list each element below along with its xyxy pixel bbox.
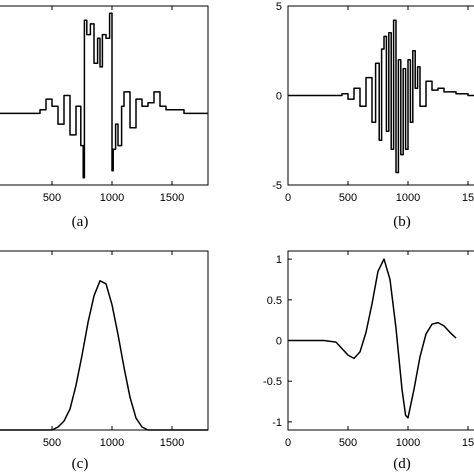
y-tick-label: -0.5 [263,376,282,388]
series-line-1 [288,19,474,174]
chart-panel-2: 0 500 1000 15-505(b) [272,1,474,230]
x-tick-label: 500 [339,192,357,204]
x-tick-label: 1000 [100,192,124,204]
y-tick-label: 0.5 [267,295,282,307]
x-tick-label: 0 [285,437,291,449]
y-tick-label: -1 [272,417,282,429]
chart-panel-1: 500 1000 1500 (a) [0,5,209,230]
y-tick-label: -5 [272,180,282,192]
x-tick-label: 500 [43,437,61,449]
x-tick-label: 1000 [100,437,124,449]
chart-panel-3: 500 1000 1500 (c) [0,250,209,472]
x-tick-label: 1000 [396,192,420,204]
panel-caption: (b) [393,214,411,230]
series-line-1 [288,258,457,419]
chart-panel-4: 0 500 1000 15 -1 -0.5 0 0.5 1 (d) [263,250,474,472]
y-tick-label: 0 [276,336,282,348]
y-tick-label: 0 [276,91,282,103]
x-tick-label: 500 [339,437,357,449]
series-line-1 [0,12,208,179]
panel-caption: (c) [72,456,89,472]
x-tick-label: 0 [285,192,291,204]
x-tick-label: 1500 [160,192,184,204]
x-tick-label: 500 [43,192,61,204]
x-tick-label: 15 [462,437,474,449]
series-line-1 [0,280,208,431]
panel-caption: (d) [393,456,411,472]
y-tick-label: 5 [276,1,282,13]
x-tick-label: 15 [462,192,474,204]
x-tick-label: 1500 [160,437,184,449]
y-tick-label: 1 [276,254,282,266]
panel-caption: (a) [72,214,89,230]
x-tick-label: 1000 [396,437,420,449]
plot-frame [0,5,209,186]
plot-frame [0,250,209,431]
